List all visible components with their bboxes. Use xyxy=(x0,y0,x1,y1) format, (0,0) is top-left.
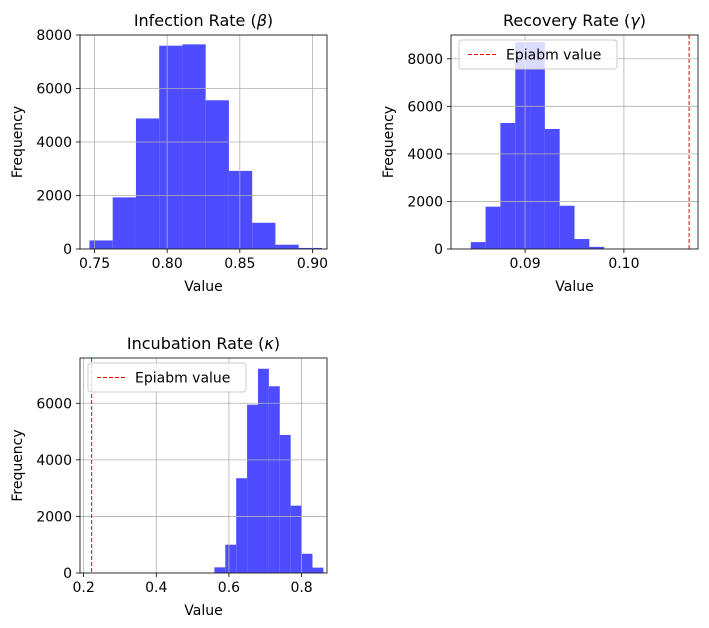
chart-title: Recovery Rate (γ) xyxy=(503,11,646,30)
histogram-bar xyxy=(559,205,575,249)
histogram-bar xyxy=(228,170,253,249)
histogram-bar xyxy=(135,118,160,249)
histogram-bar xyxy=(544,128,560,249)
x-axis-label: Value xyxy=(184,279,222,295)
title-text: Incubation Rate ( xyxy=(127,334,265,353)
histogram-bar xyxy=(159,45,183,249)
chart-infection: 0.75 0.80 0.85 0.90 0 2000 4000 6000 8000 Value Fr… xyxy=(10,11,328,295)
x-tick-label: 0.90 xyxy=(297,256,328,272)
y-tick-label: 8000 xyxy=(36,28,72,44)
x-tick-label: 0.8 xyxy=(290,580,312,596)
histogram-bar xyxy=(112,197,136,249)
plot-area xyxy=(451,35,698,249)
chart-title: Incubation Rate (κ) xyxy=(127,334,280,353)
title-text: Infection Rate ( xyxy=(134,11,257,30)
y-tick-label: 4000 xyxy=(36,453,72,469)
legend-label: Epiabm value xyxy=(506,48,601,64)
y-tick-label: 2000 xyxy=(36,509,72,525)
x-tick-label: 0.85 xyxy=(224,256,255,272)
histogram-bar xyxy=(252,222,276,249)
histogram-bar xyxy=(470,242,486,249)
y-tick-label: 8000 xyxy=(407,52,443,68)
title-symbol: γ xyxy=(630,11,641,30)
legend: Epiabm value xyxy=(458,39,618,70)
histogram-bar xyxy=(290,505,302,573)
x-tick-label: 0.75 xyxy=(79,256,110,272)
y-axis-label: Frequency xyxy=(10,429,26,501)
y-tick-label: 6000 xyxy=(407,99,443,115)
y-tick-label: 2000 xyxy=(407,194,443,210)
histogram-bar xyxy=(205,100,229,249)
x-tick-label: 0.2 xyxy=(72,580,94,596)
chart-title: Infection Rate (β) xyxy=(134,11,273,30)
x-tick-label: 0.4 xyxy=(145,580,167,596)
y-tick-label: 0 xyxy=(63,566,72,582)
x-tick-label: 0.09 xyxy=(510,256,541,272)
y-axis-label: Frequency xyxy=(10,106,26,178)
axes-frame xyxy=(450,34,699,250)
histogram-bar xyxy=(589,246,605,249)
legend-box xyxy=(87,362,247,393)
legend: Epiabm value xyxy=(87,362,247,393)
histogram-bar xyxy=(268,386,280,573)
axes-frame xyxy=(79,357,328,574)
histogram-bar xyxy=(247,404,258,573)
title-symbol: β xyxy=(256,11,267,30)
legend-label: Epiabm value xyxy=(135,371,230,387)
y-tick-label: 6000 xyxy=(36,82,72,98)
plot-area xyxy=(80,358,327,573)
histogram-bar xyxy=(279,434,291,573)
histogram-bar xyxy=(236,478,248,573)
histogram-bar xyxy=(515,42,531,249)
chart-recovery: 0.09 0.10 0 2000 4000 6000 8000 Value Frequency R… xyxy=(381,11,699,295)
chart-incubation: 0.2 0.4 0.6 0.8 0 2000 4000 6000 Value Frequency I… xyxy=(10,334,328,619)
histogram-bar xyxy=(312,567,324,573)
y-tick-label: 4000 xyxy=(407,147,443,163)
plot-area xyxy=(80,35,327,249)
histogram-bar xyxy=(89,240,113,249)
histogram-bar xyxy=(301,553,313,573)
x-axis-label: Value xyxy=(184,603,222,619)
y-axis-label: Frequency xyxy=(381,106,397,178)
y-tick-label: 0 xyxy=(63,242,72,258)
histogram-bar xyxy=(530,42,545,249)
y-tick-label: 4000 xyxy=(36,135,72,151)
histogram-bar xyxy=(182,44,206,249)
title-text: Recovery Rate ( xyxy=(503,11,630,30)
title-symbol: κ xyxy=(264,334,274,353)
title-text: ) xyxy=(267,11,273,30)
y-tick-label: 2000 xyxy=(36,189,72,205)
x-tick-label: 0.80 xyxy=(152,256,183,272)
histogram-bar xyxy=(275,244,299,249)
y-tick-label: 0 xyxy=(434,242,443,258)
x-tick-label: 0.6 xyxy=(218,580,240,596)
histogram-bar xyxy=(214,567,226,573)
histogram-bar xyxy=(298,247,322,249)
legend-box xyxy=(458,39,618,70)
histogram-bar xyxy=(500,122,516,249)
histogram-bar xyxy=(485,206,501,249)
x-tick-label: 0.10 xyxy=(608,256,639,272)
x-axis-label: Value xyxy=(555,279,593,295)
histogram-bar xyxy=(257,368,269,573)
title-text: ) xyxy=(640,11,646,30)
y-tick-label: 6000 xyxy=(36,396,72,412)
histogram-bar xyxy=(574,239,590,249)
histogram-bar xyxy=(225,544,237,573)
title-text: ) xyxy=(274,334,280,353)
